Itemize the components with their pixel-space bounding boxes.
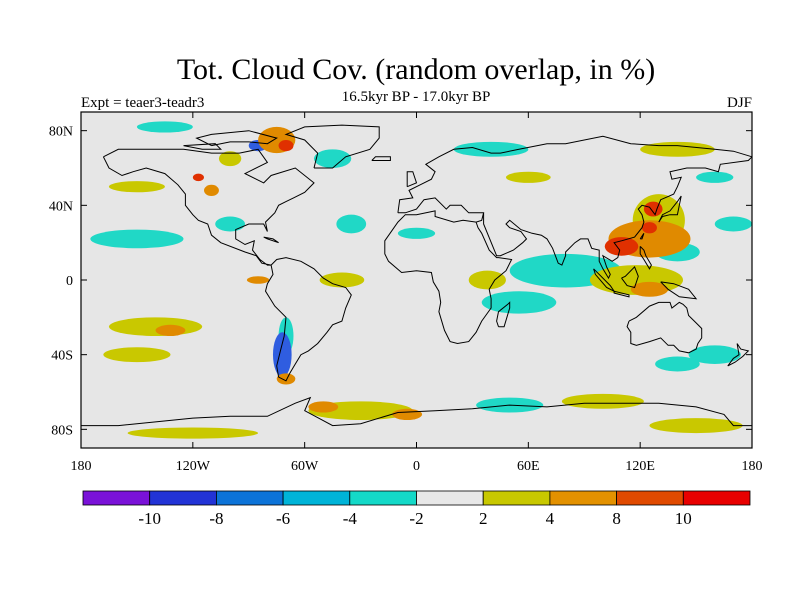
colorbar-label: 4 <box>546 509 555 528</box>
coastline-segment <box>81 396 752 427</box>
coastline-segment <box>263 236 279 244</box>
colorbar-label: 2 <box>479 509 488 528</box>
coastline-segment <box>264 257 352 382</box>
colorbar-swatch <box>215 490 284 506</box>
anomaly-region-yellow <box>640 141 715 157</box>
colorbar-swatch <box>82 490 151 506</box>
anomaly-region-teal <box>397 227 436 239</box>
colorbar-label: 8 <box>612 509 621 528</box>
anomaly-region-teal <box>481 291 557 314</box>
anomaly-region-yellow <box>108 181 165 193</box>
anomaly-region-yellow <box>649 418 743 434</box>
map-subtitle: 16.5kyr BP - 17.0kyr BP <box>342 89 491 105</box>
coastline-segment <box>658 195 682 223</box>
lon-tick-label: 180 <box>742 459 763 474</box>
anomaly-region-yellow <box>218 151 242 167</box>
anomaly-region-yellow <box>127 427 259 439</box>
coastline-segment <box>660 281 698 300</box>
anomaly-region-teal <box>453 141 529 157</box>
colorbar-swatch <box>149 490 217 506</box>
coastline-segment <box>371 156 391 161</box>
anomaly-region-yellow <box>319 272 365 288</box>
coastline-segment <box>621 266 639 289</box>
anomaly-region-orange <box>392 408 423 420</box>
anomaly-region-yellow <box>103 347 171 363</box>
colorbar-label: -6 <box>276 509 290 528</box>
coastline-segment <box>639 233 645 240</box>
anomaly-region-red <box>278 140 294 152</box>
colorbar-swatch <box>616 490 684 506</box>
lon-tick-label: 120W <box>176 459 211 474</box>
colorbar-label: -8 <box>209 509 223 528</box>
anomaly-region-teal <box>655 356 700 372</box>
longitude-axis: 180 120W 60W 0 60E 120E 180 <box>71 112 763 474</box>
anomaly-region-teal <box>696 171 734 183</box>
latitude-axis: 80N 40N 0 40S 80S <box>49 125 752 438</box>
season-label: DJF <box>727 95 752 111</box>
anomaly-region-teal <box>336 214 367 234</box>
colorbar-swatch <box>482 490 551 506</box>
colorbar-swatch <box>549 490 618 506</box>
colorbar-swatch <box>416 490 484 506</box>
map-title: Tot. Cloud Cov. (random overlap, in %) <box>177 53 655 86</box>
lat-tick-label: 80S <box>51 423 73 438</box>
map-panel: 180 120W 60W 0 60E 120E 180 80N 40N 0 40S 80S <box>49 111 763 474</box>
coastlines <box>81 124 753 427</box>
anomaly-layer <box>90 121 752 439</box>
anomaly-region-teal <box>215 216 246 232</box>
coastline-segment <box>397 135 753 213</box>
anomaly-region-blue <box>272 332 292 378</box>
anomaly-region-red <box>192 173 205 182</box>
lat-tick-label: 0 <box>66 274 73 289</box>
coastline-segment <box>613 290 630 298</box>
colorbar-label: -2 <box>409 509 423 528</box>
coastline-segment <box>639 246 652 270</box>
lon-tick-label: 120E <box>625 459 655 474</box>
lon-tick-label: 180 <box>71 459 92 474</box>
anomaly-region-orange <box>308 401 339 413</box>
coastline-segment <box>727 343 750 367</box>
anomaly-region-red <box>642 222 657 234</box>
anomaly-region-red <box>643 201 663 217</box>
coastline-segment <box>406 171 418 188</box>
anomaly-region-teal <box>714 216 752 232</box>
anomaly-region-orange <box>276 373 296 385</box>
colorbar-swatch <box>682 490 751 506</box>
anomaly-region-yellow <box>561 393 644 409</box>
colorbar-label: -10 <box>138 509 161 528</box>
anomaly-region-yellow <box>468 270 506 290</box>
colorbar-swatch <box>349 490 417 506</box>
lat-tick-label: 40N <box>49 199 73 214</box>
experiment-label: Expt = teaer3-teadr3 <box>81 95 204 111</box>
lat-tick-label: 80N <box>49 125 73 140</box>
coastline-segment <box>102 148 315 266</box>
coastline-segment <box>284 124 380 169</box>
colorbar-label: 10 <box>675 509 692 528</box>
coastline-segment <box>483 156 753 280</box>
colorbar: -10 -8 -6 -4 -2 2 4 8 10 <box>82 490 751 528</box>
coastline-segment <box>195 130 278 147</box>
anomaly-region-orange <box>246 276 270 284</box>
lon-tick-label: 60E <box>517 459 540 474</box>
anomaly-region-yellow <box>108 317 203 336</box>
colorbar-swatch <box>282 490 351 506</box>
anomaly-region-yellow <box>505 171 551 183</box>
anomaly-region-teal <box>313 149 352 169</box>
anomaly-region-teal <box>136 121 193 133</box>
anomaly-region-orange <box>630 281 669 297</box>
lon-tick-label: 0 <box>413 459 420 474</box>
coastline-segment <box>384 197 513 345</box>
colorbar-label: -4 <box>343 509 358 528</box>
anomaly-region-teal <box>90 229 184 249</box>
coastline-segment <box>496 301 511 328</box>
coastline-segment <box>183 143 223 150</box>
anomaly-region-teal <box>688 345 741 364</box>
lon-tick-label: 60W <box>291 459 319 474</box>
lat-tick-label: 40S <box>51 349 73 364</box>
anomaly-region-red <box>604 237 639 256</box>
anomaly-region-orange <box>155 324 186 336</box>
anomaly-region-orange <box>204 184 219 196</box>
coastline-segment <box>626 301 703 354</box>
